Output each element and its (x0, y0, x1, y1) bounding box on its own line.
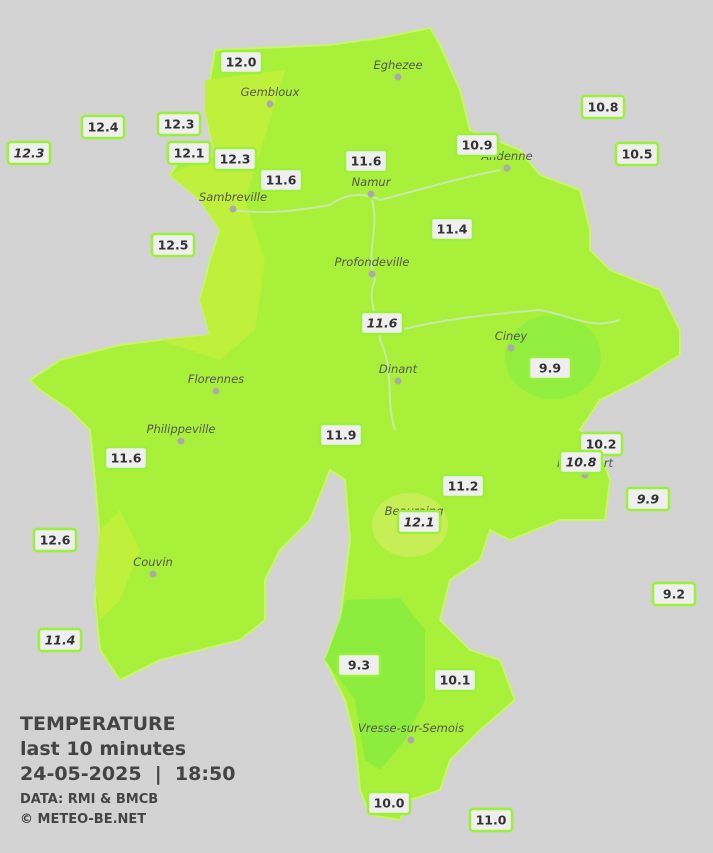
city-label: Florennes (188, 372, 244, 386)
station-box (150, 232, 196, 258)
city-dot (503, 164, 511, 172)
city-label: Dinant (379, 362, 418, 376)
city-dot (229, 205, 237, 213)
station-value: 9.9 (637, 492, 659, 507)
station-box (440, 473, 486, 499)
station-box (336, 652, 382, 678)
station-box (614, 141, 660, 167)
city-label: Gembloux (241, 85, 300, 99)
city-dot (212, 387, 220, 395)
station-value: 9.9 (539, 361, 561, 376)
station-value: 9.2 (663, 587, 685, 602)
station-box (527, 355, 573, 381)
station-value: 12.3 (220, 152, 251, 167)
station-value: 9.3 (348, 658, 370, 673)
station-value: 12.1 (174, 146, 205, 161)
station-box (454, 132, 500, 158)
city-dot (394, 377, 402, 385)
city-dot (368, 270, 376, 278)
station-box (103, 445, 149, 471)
station-box (318, 422, 364, 448)
city-label: Eghezee (373, 58, 422, 72)
station-box (166, 140, 212, 166)
station-box (212, 146, 258, 172)
station-box (343, 148, 389, 174)
city-label: Profondeville (335, 255, 410, 269)
city-dot (407, 736, 415, 744)
station-value: 11.6 (351, 154, 382, 169)
station-box (37, 627, 83, 653)
city-label: Philippeville (147, 422, 216, 436)
station-value: 12.6 (40, 533, 71, 548)
city-dot (266, 100, 274, 108)
station-box (156, 111, 202, 137)
station-value: 10.8 (566, 455, 597, 470)
station-box (80, 114, 126, 140)
river (229, 169, 621, 431)
station-value: 12.4 (88, 120, 119, 135)
station-value: 10.9 (462, 138, 493, 153)
station-value: 11.0 (476, 813, 507, 828)
city-label: Vresse-sur-Semois (358, 721, 464, 735)
legend-title: TEMPERATURE (20, 713, 176, 735)
station-value: 10.0 (374, 796, 405, 811)
station-value: 11.6 (266, 173, 297, 188)
legend-copyright: © METEO-BE.NET (20, 812, 146, 827)
city-dot (149, 570, 157, 578)
station-box (468, 807, 514, 833)
station-value: 12.1 (404, 515, 435, 530)
city-label: Couvin (133, 555, 173, 569)
city-dot (507, 344, 515, 352)
station-value: 10.1 (440, 673, 471, 688)
station-value: 11.2 (448, 479, 479, 494)
city-label: Ciney (495, 329, 528, 343)
station-box (580, 94, 626, 120)
station-box (558, 449, 604, 475)
station-box (396, 509, 442, 535)
warm-zone (160, 70, 285, 360)
station-value: 11.6 (367, 316, 398, 331)
legend-period: last 10 minutes (20, 738, 186, 760)
station-box (432, 667, 478, 693)
station-box (359, 310, 405, 336)
city-dot (394, 73, 402, 81)
station-box (32, 527, 78, 553)
city-dot (177, 437, 185, 445)
city-label: Sambreville (199, 190, 267, 204)
station-value: 12.3 (14, 146, 45, 161)
cool-zone (325, 598, 425, 770)
station-value: 12.5 (158, 238, 189, 253)
station-box (651, 581, 697, 607)
station-value: 12.3 (164, 117, 195, 132)
station-box (625, 486, 671, 512)
city-dot (367, 190, 375, 198)
station-box (366, 790, 412, 816)
station-value: 10.2 (586, 437, 617, 452)
city-label: Namur (352, 175, 392, 189)
station-value: 11.6 (111, 451, 142, 466)
station-box (6, 140, 52, 166)
legend-datetime: 24-05-2025 | 18:50 (20, 763, 235, 785)
station-box (429, 216, 475, 242)
station-value: 11.4 (437, 222, 468, 237)
station-value: 10.5 (622, 147, 653, 162)
legend-source: DATA: RMI & BMCB (20, 792, 158, 807)
warm-zone (95, 510, 140, 620)
station-value: 11.4 (45, 633, 76, 648)
station-value: 11.9 (326, 428, 357, 443)
station-value: 12.0 (226, 55, 257, 70)
station-value: 10.8 (588, 100, 619, 115)
station-box (218, 49, 264, 75)
station-box (258, 167, 304, 193)
